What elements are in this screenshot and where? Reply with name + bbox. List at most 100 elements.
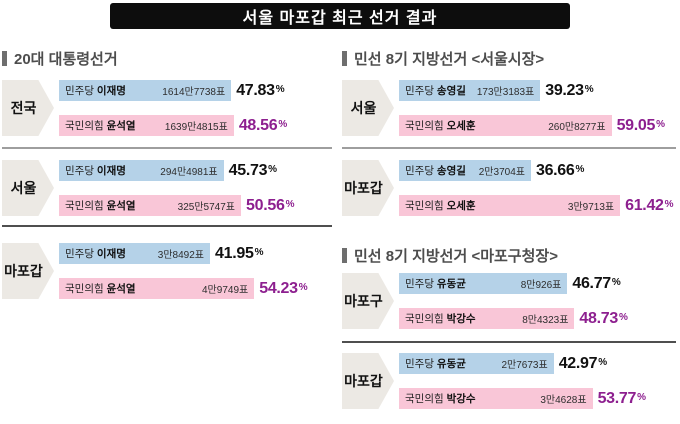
result-row: 민주당 유동균 2만7673표 42.97% — [399, 353, 676, 374]
candidate-name: 송영길 — [436, 85, 466, 97]
result-row: 민주당 유동균 8만926표 46.77% — [399, 273, 676, 294]
percent-sign: % — [268, 163, 277, 175]
vote-bar-democratic: 민주당 송영길 173만3183표 — [399, 80, 541, 101]
percentage: 59.05% — [616, 116, 665, 134]
candidate-name: 오세훈 — [446, 200, 476, 212]
section-divider — [2, 147, 332, 149]
percent-sign: % — [598, 356, 607, 368]
party-name: 민주당 — [65, 165, 94, 177]
percent-sign: % — [575, 163, 585, 175]
panel-header-label: 민선 8기 지방선거 <서울시장> — [354, 50, 545, 68]
vote-count: 3만4628표 — [540, 395, 587, 406]
section-mapogap-mayor: 마포갑 민주당 송영길 2만3704표 36.66% 국민의힘 오세훈 3만97… — [342, 160, 676, 216]
region-arrow-label: 전국 — [2, 80, 54, 136]
percentage: 48.56% — [238, 116, 287, 134]
party-name: 민주당 — [65, 248, 94, 260]
party-name: 국민의힘 — [405, 393, 444, 405]
candidate-name: 송영길 — [436, 165, 466, 177]
result-row: 국민의힘 오세훈 3만9713표 61.42% — [399, 195, 676, 216]
result-row: 민주당 이재명 1614만7738표 47.83% — [59, 80, 332, 101]
percentage: 42.97% — [558, 354, 607, 372]
vote-bar-ppp: 국민의힘 윤석열 325만5747표 — [59, 195, 242, 216]
vote-count: 1614만7738표 — [162, 87, 226, 98]
percent-sign: % — [618, 311, 628, 323]
panel-header-label: 20대 대통령선거 — [14, 50, 118, 68]
vote-bar-ppp: 국민의힘 오세훈 3만9713표 — [399, 195, 621, 216]
vote-count: 3만9713표 — [567, 202, 615, 213]
candidate-name: 이재명 — [96, 248, 126, 260]
party-name: 민주당 — [405, 85, 434, 97]
vote-count: 294만4981표 — [160, 167, 218, 178]
panel-presidential: 20대 대통령선거 전국 민주당 이재명 1614만7738표 47.83% 국… — [2, 42, 332, 299]
result-row: 민주당 이재명 3만8492표 41.95% — [59, 243, 332, 264]
region-arrow-label: 마포갑 — [342, 160, 394, 216]
candidate-name: 이재명 — [96, 165, 126, 177]
vote-count: 8만926표 — [520, 280, 562, 291]
percentage: 53.77% — [597, 389, 646, 407]
vote-count: 2만3704표 — [478, 167, 525, 178]
vote-bar-ppp: 국민의힘 박강수 3만4628표 — [399, 388, 593, 409]
party-name: 민주당 — [65, 85, 94, 97]
percentage: 47.83% — [236, 81, 285, 99]
party-name: 민주당 — [405, 278, 434, 290]
panel-header-mapo-mayor: 민선 8기 지방선거 <마포구청장> — [342, 245, 676, 265]
percent-sign: % — [664, 198, 674, 210]
party-name: 국민의힘 — [65, 283, 104, 295]
candidate-name: 박강수 — [446, 313, 476, 325]
percent-sign: % — [637, 391, 646, 403]
candidate-name: 윤석열 — [106, 283, 136, 295]
percentage: 45.73% — [228, 161, 277, 179]
percentage: 54.23% — [259, 279, 308, 297]
percent-sign: % — [278, 118, 287, 130]
percentage: 61.42% — [625, 196, 674, 214]
section-mapogap-district: 마포갑 민주당 유동균 2만7673표 42.97% 국민의힘 박강수 3만46… — [342, 353, 676, 409]
percentage: 46.77% — [572, 274, 621, 292]
region-arrow-label: 마포구 — [342, 273, 394, 329]
candidate-name: 유동균 — [436, 278, 466, 290]
vote-bar-democratic: 민주당 유동균 2만7673표 — [399, 353, 554, 374]
result-row: 민주당 송영길 173만3183표 39.23% — [399, 80, 676, 101]
vote-count: 173만3183표 — [476, 87, 535, 98]
panel-header-seoul-mayor: 민선 8기 지방선거 <서울시장> — [342, 48, 676, 68]
result-row: 국민의힘 박강수 8만4323표 48.73% — [399, 308, 676, 329]
vote-bar-ppp: 국민의힘 오세훈 260만8277표 — [399, 115, 612, 136]
percentage: 36.66% — [535, 161, 585, 179]
candidate-name: 윤석열 — [106, 200, 136, 212]
vote-bar-democratic: 민주당 이재명 1614만7738표 — [59, 80, 232, 101]
region-arrow-label: 마포갑 — [2, 243, 54, 299]
section-divider — [342, 147, 676, 149]
party-name: 국민의힘 — [405, 313, 444, 325]
result-row: 민주당 송영길 2만3704표 36.66% — [399, 160, 676, 181]
percentage: 50.56% — [246, 196, 295, 214]
candidate-name: 박강수 — [446, 393, 476, 405]
region-arrow-label: 마포갑 — [342, 353, 394, 409]
vote-bar-ppp: 국민의힘 윤석열 4만9749표 — [59, 278, 255, 299]
percent-sign: % — [656, 118, 665, 130]
header-tick-icon — [342, 50, 347, 66]
result-row: 민주당 이재명 294만4981표 45.73% — [59, 160, 332, 181]
panel-header-label: 민선 8기 지방선거 <마포구청장> — [354, 247, 558, 265]
party-name: 국민의힘 — [405, 200, 444, 212]
candidate-name: 윤석열 — [106, 120, 136, 132]
section-mapogap: 마포갑 민주당 이재명 3만8492표 41.95% 국민의힘 윤석열 4만97… — [2, 243, 332, 299]
party-name: 국민의힘 — [405, 120, 444, 132]
vote-bar-democratic: 민주당 유동균 8만926표 — [399, 273, 568, 294]
percentage: 48.73% — [579, 309, 628, 327]
percentage: 41.95% — [215, 244, 264, 262]
vote-count: 1639만4815표 — [164, 122, 228, 133]
vote-count: 4만9749표 — [202, 285, 249, 296]
section-divider — [2, 225, 332, 227]
percent-sign: % — [584, 83, 594, 95]
vote-count: 3만8492표 — [157, 250, 205, 261]
vote-bar-ppp: 국민의힘 박강수 8만4323표 — [399, 308, 575, 329]
section-national: 전국 민주당 이재명 1614만7738표 47.83% 국민의힘 윤석열 16… — [2, 80, 332, 136]
vote-bar-ppp: 국민의힘 윤석열 1639만4815표 — [59, 115, 234, 136]
vote-count: 260만8277표 — [548, 122, 606, 133]
vote-bar-democratic: 민주당 송영길 2만3704표 — [399, 160, 531, 181]
candidate-name: 유동균 — [436, 358, 466, 370]
vote-bar-democratic: 민주당 이재명 294만4981표 — [59, 160, 224, 181]
region-arrow-label: 서울 — [342, 80, 394, 136]
candidate-name: 오세훈 — [446, 120, 476, 132]
party-name: 민주당 — [405, 358, 434, 370]
percentage: 39.23% — [545, 81, 594, 99]
